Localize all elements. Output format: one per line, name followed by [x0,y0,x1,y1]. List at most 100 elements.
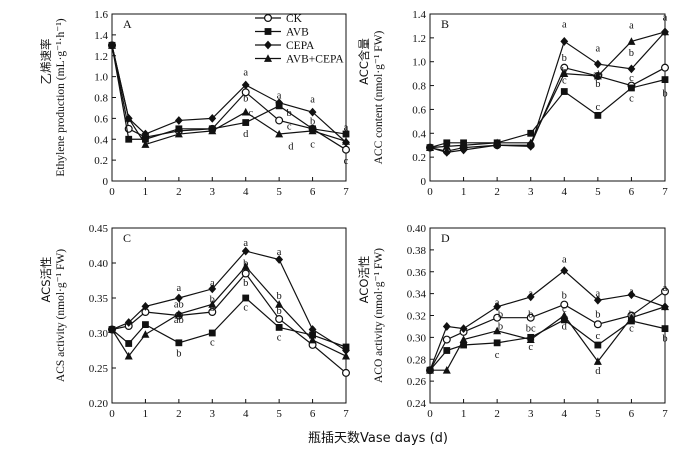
significance-letter: b [528,309,533,320]
y-tick-label: 0.8 [412,81,426,93]
data-point [593,357,602,365]
x-tick-label: 5 [276,186,282,198]
significance-letter: c [562,304,567,315]
significance-letter: b [210,303,215,314]
significance-letter: a [243,67,248,78]
significance-letter: a [629,21,634,32]
series-ck [426,287,669,375]
series-avb-cepa [108,262,350,360]
significance-letter: b [277,291,282,302]
data-point [442,365,451,374]
data-point [593,71,602,80]
significance-letter: b [629,309,634,320]
data-point [661,76,669,84]
x-tick-label: 7 [343,408,349,420]
significance-letter: b [662,333,667,344]
significance-letter: d [288,142,294,153]
significance-letter: c [629,324,634,335]
series-cepa [108,246,350,355]
data-point [526,335,535,343]
significance-letter: a [562,255,567,266]
data-point [208,329,216,337]
data-point [442,147,451,157]
significance-letter: a [629,286,634,297]
series-avb [426,76,669,151]
y-tick-label: 0.20 [89,398,109,410]
significance-letter: a [596,43,601,54]
legend-item: AVB+CEPA [255,54,344,66]
data-point [593,320,602,329]
y-tick-label: 1.2 [94,51,108,63]
data-point [108,325,116,333]
data-point [141,330,150,338]
data-point [275,300,284,308]
data-point [627,313,636,322]
y-tick-label: 0.36 [407,267,427,279]
significance-letter: a [243,238,248,249]
data-point [275,255,284,264]
significance-letter: a [210,278,215,289]
x-tick-label: 1 [143,186,149,198]
y-tick-label: 0.45 [89,223,109,235]
significance-letter: a [177,283,182,294]
significance-letter: a [562,20,567,31]
data-point [175,125,183,133]
series-cepa [426,27,669,157]
data-point [493,326,502,335]
panel-letter: C [123,231,131,245]
y-tick-label: 0.4 [94,134,108,146]
data-point [526,313,535,322]
data-point [459,335,468,343]
data-point [208,284,217,294]
legend-item: CK [255,13,303,25]
significance-letter: b [562,66,567,77]
y-axis-label-cn: ACS活性 [39,257,53,303]
data-point [342,130,350,138]
data-point [426,365,434,374]
x-tick-label: 4 [562,186,568,198]
panel-a: 0 1 2 3 4 5 6 7 0 0.2 0.4 0.6 0.8 1.0 1.2 1.4 1.6 A Ethyle… [39,9,351,198]
y-tick-label: 0.30 [407,332,427,344]
significance-letter: b [562,291,567,302]
data-point [208,308,217,317]
y-tick-label: 0.2 [94,155,108,167]
significance-letter: c [248,108,253,119]
y-tick-label: 1.0 [94,72,108,84]
data-point [275,315,284,324]
data-point [208,113,217,123]
x-tick-label: 7 [662,186,668,198]
y-tick-label: 0.24 [407,398,427,410]
x-tick-label: 6 [629,186,635,198]
y-tick-label: 0.32 [407,311,426,323]
data-point [141,140,150,148]
data-point [142,321,149,328]
x-tick-label: 2 [494,408,500,420]
y-tick-label: 0 [103,176,109,188]
significance-letter: b [176,349,181,360]
significance-letter: c [495,350,500,361]
x-tick-label: 6 [310,408,316,420]
panel-letter: A [123,17,132,31]
legend-marker [264,40,272,50]
data-point [241,269,250,278]
significance-letter: c [277,333,282,344]
significance-letter: c [243,302,248,313]
x-tick-label: 2 [176,186,182,198]
x-tick-label: 4 [243,186,249,198]
series-avb-cepa [108,41,350,148]
data-point [342,351,350,360]
legend-label: CK [286,13,303,25]
y-axis-label: Ethylene production (mL·g⁻¹·h⁻¹) [55,18,67,176]
data-point [594,111,602,119]
data-point [242,294,250,302]
legend-item: AVB [255,27,309,39]
data-point [125,340,133,347]
data-point [275,98,284,108]
data-point [175,339,183,347]
data-point [493,339,501,347]
significance-letter: c [629,73,634,84]
plot-frame [111,227,347,404]
significance-letter: a [528,289,533,300]
data-point [526,292,535,302]
data-point [308,325,317,334]
